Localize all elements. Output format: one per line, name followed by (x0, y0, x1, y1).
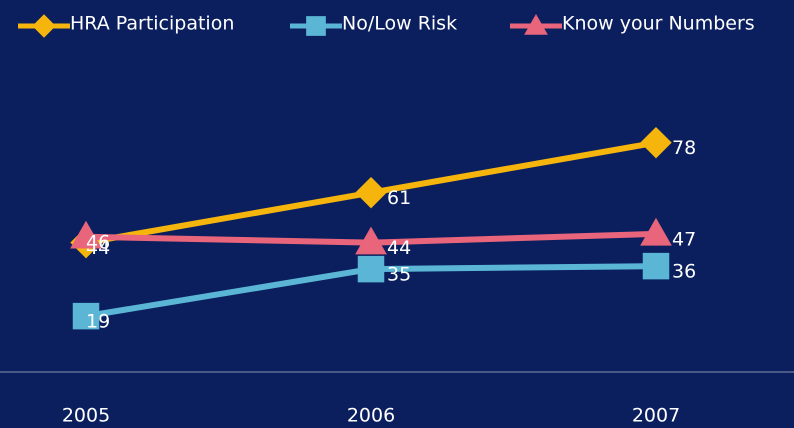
marker (524, 13, 548, 35)
x-tick-label: 2007 (632, 405, 680, 427)
legend-label: No/Low Risk (342, 13, 457, 35)
marker (355, 176, 387, 209)
marker (640, 126, 672, 159)
marker (642, 252, 670, 280)
legend-label: Know your Numbers (562, 13, 755, 35)
data-label: 78 (672, 137, 696, 159)
legend-label: HRA Participation (70, 13, 234, 35)
marker (640, 217, 672, 246)
data-label: 35 (387, 264, 411, 286)
marker (72, 302, 100, 330)
data-label: 47 (672, 228, 696, 250)
marker (306, 16, 326, 36)
data-label: 61 (387, 187, 411, 209)
x-tick-label: 2006 (347, 405, 395, 427)
marker (70, 220, 102, 249)
marker (32, 14, 56, 38)
data-label: 44 (387, 237, 411, 259)
x-tick-label: 2005 (62, 405, 110, 427)
data-label: 19 (86, 311, 110, 333)
data-label: 46 (86, 231, 110, 253)
marker (355, 226, 387, 255)
marker (357, 255, 385, 283)
data-label: 36 (672, 261, 696, 283)
